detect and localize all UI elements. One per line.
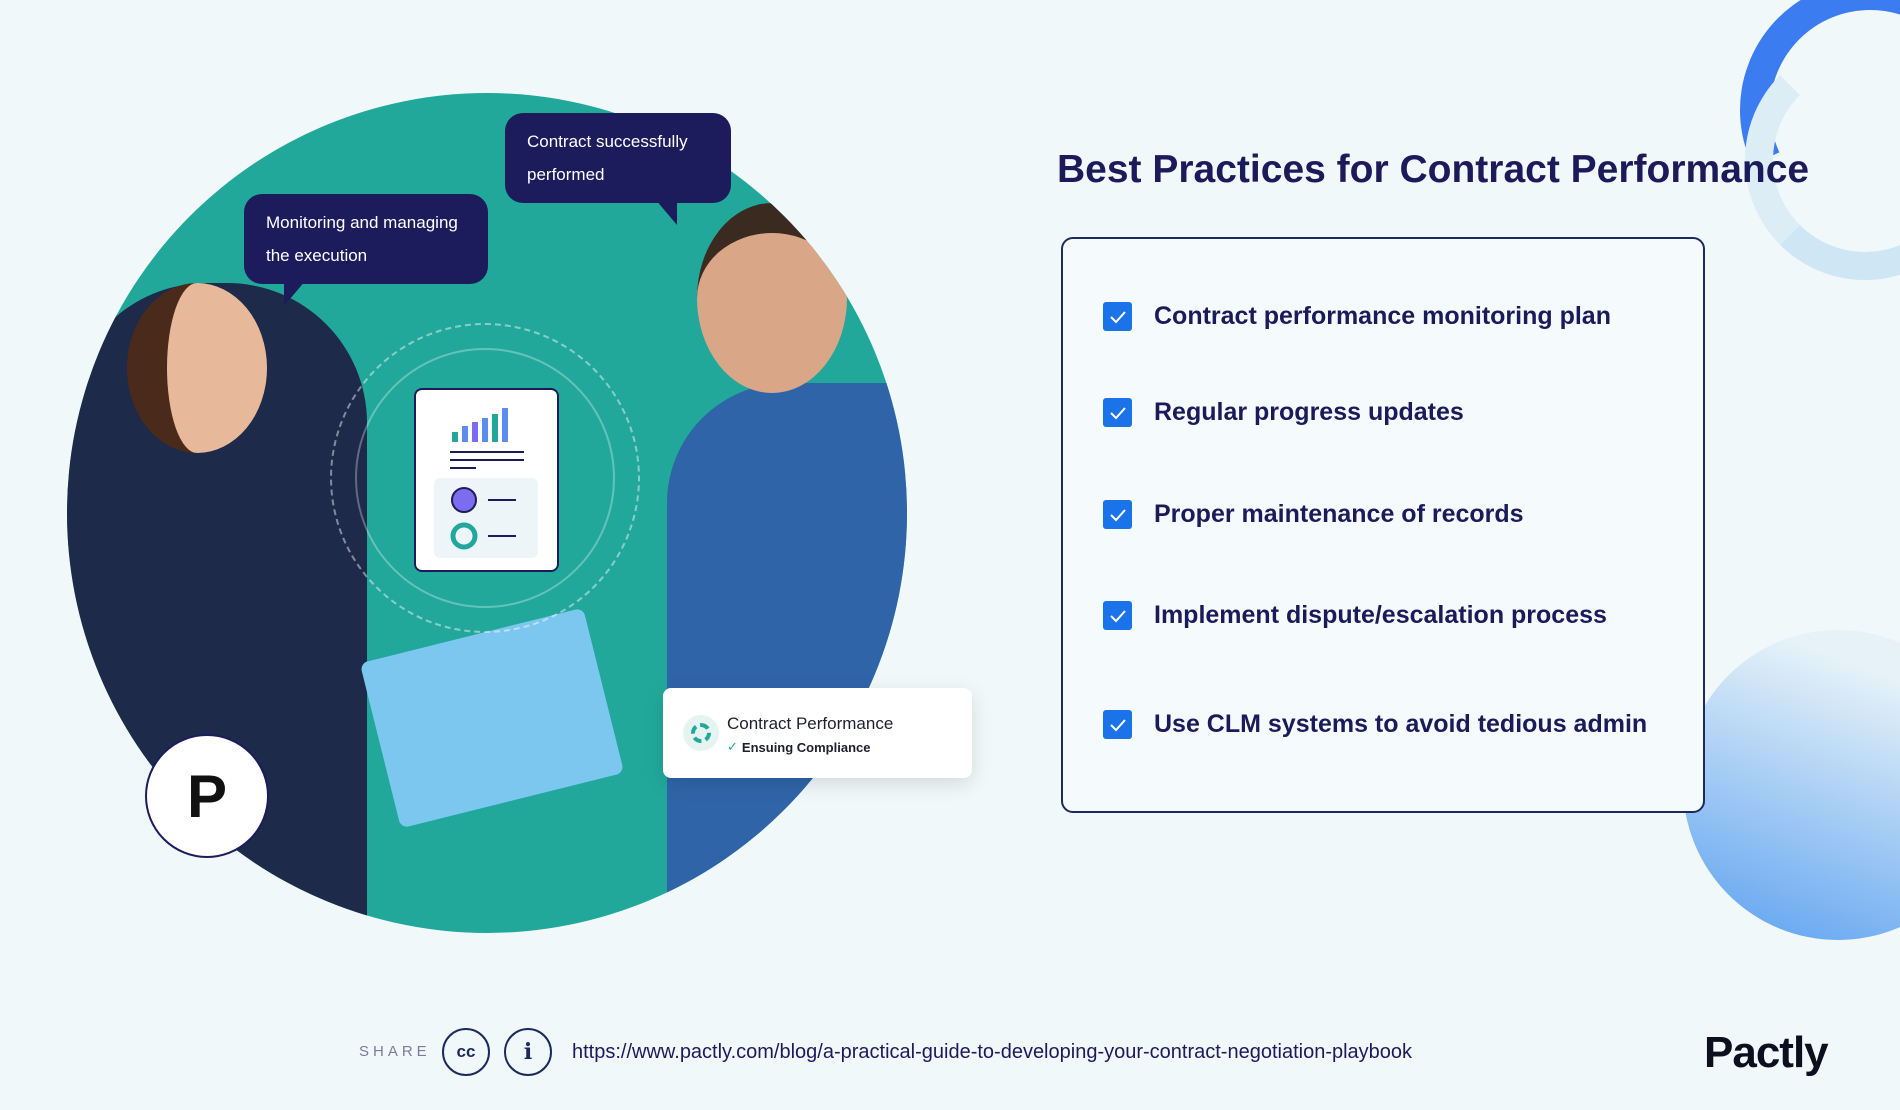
- report-document: [414, 388, 559, 572]
- decor-circle-bottom: [1683, 630, 1900, 940]
- pactly-brand-logo: Pactly: [1704, 1028, 1829, 1077]
- man-figure: [667, 383, 907, 933]
- checkbox-checked-icon: [1103, 398, 1132, 427]
- logo-letter: P: [186, 762, 228, 830]
- item-label: Regular progress updates: [1154, 398, 1464, 426]
- page-title: Best Practices for Contract Performance: [1057, 148, 1810, 191]
- deco-ring-outer: [330, 323, 640, 633]
- item-label: Proper maintenance of records: [1154, 500, 1524, 528]
- source-url-link[interactable]: https://www.pactly.com/blog/a-practical-…: [572, 1041, 1413, 1063]
- item-label: Contract performance monitoring plan: [1154, 302, 1611, 330]
- man-head: [697, 203, 847, 393]
- checkbox-checked-icon: [1103, 500, 1132, 529]
- card-subtitle: Ensuing Compliance: [741, 739, 871, 755]
- best-practices-list: Contract performance monitoring plan Reg…: [1061, 237, 1705, 813]
- list-item: Regular progress updates: [1103, 398, 1464, 427]
- list-item: Use CLM systems to avoid tedious admin: [1103, 710, 1647, 739]
- gauge-icon: [683, 715, 719, 751]
- item-label: Use CLM systems to avoid tedious admin: [1154, 710, 1648, 738]
- share-label: SHARE: [359, 1043, 431, 1060]
- list-item: Proper maintenance of records: [1103, 500, 1524, 529]
- cc-icon: cc: [456, 1042, 476, 1061]
- checkbox-checked-icon: [1103, 302, 1132, 331]
- info-button[interactable]: i: [504, 1028, 552, 1076]
- card-title: Contract Performance: [727, 714, 894, 733]
- pactly-p-logo: P: [145, 734, 269, 858]
- check-icon: ✓: [727, 739, 738, 754]
- creative-commons-button[interactable]: cc: [442, 1028, 490, 1076]
- speech-bubble-left: Monitoring and managing the execution: [244, 194, 488, 306]
- checkbox-checked-icon: [1103, 710, 1132, 739]
- list-item: Contract performance monitoring plan: [1103, 302, 1611, 331]
- binder: [359, 607, 625, 829]
- checkbox-checked-icon: [1103, 601, 1132, 630]
- person-icon: i: [523, 1039, 533, 1065]
- hero-circle: [67, 93, 907, 933]
- deco-ring-inner: [355, 348, 615, 608]
- woman-head: [127, 283, 267, 453]
- speech-bubble-right: Contract successfully performed: [505, 113, 731, 225]
- report-chart-icon: [434, 408, 538, 558]
- contract-performance-card: Contract Performance ✓ Ensuing Complianc…: [663, 688, 972, 778]
- card-subtitle-row: ✓ Ensuing Compliance: [727, 739, 870, 755]
- item-label: Implement dispute/escalation process: [1154, 601, 1607, 629]
- list-item: Implement dispute/escalation process: [1103, 601, 1607, 630]
